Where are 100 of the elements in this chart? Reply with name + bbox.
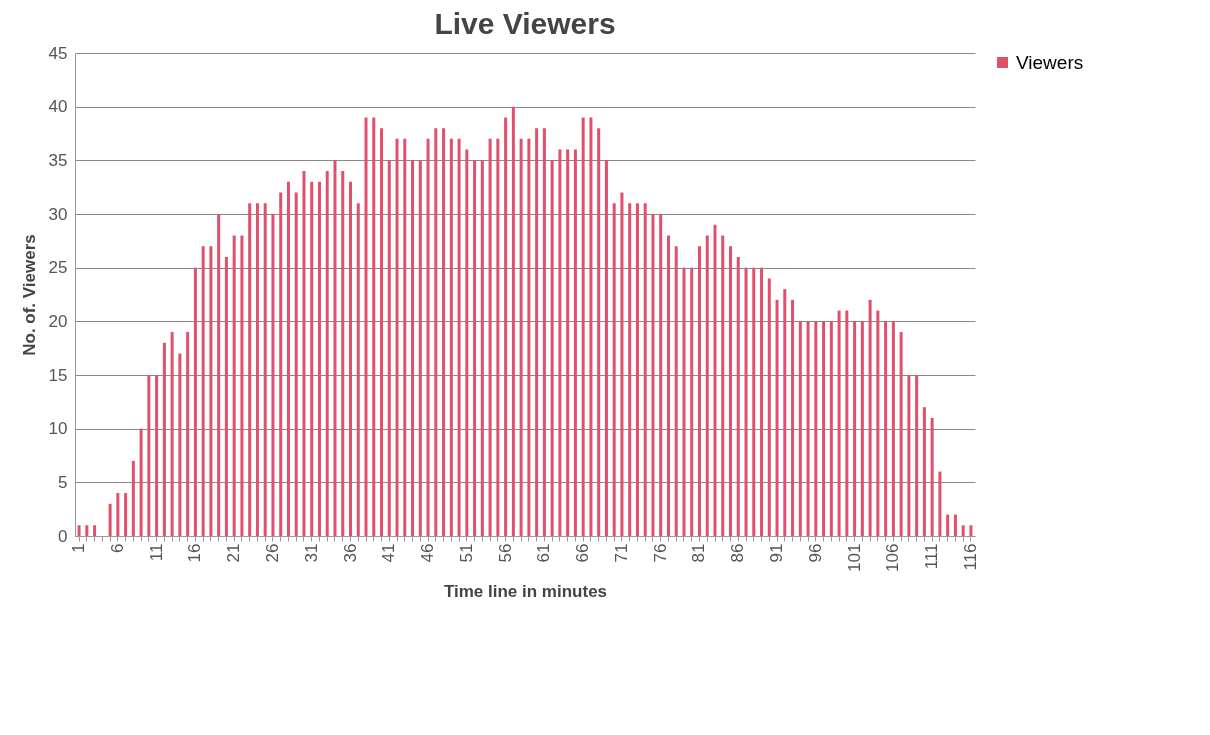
bar (597, 128, 601, 536)
bar (829, 321, 833, 536)
bar (519, 138, 523, 536)
bar (411, 160, 415, 536)
bar (511, 106, 515, 536)
chart-title: Live Viewers (434, 7, 616, 40)
bar (480, 160, 484, 536)
bar (217, 214, 221, 536)
bar (806, 321, 810, 536)
bar (434, 128, 438, 536)
bar (162, 342, 166, 536)
bar (341, 171, 345, 536)
x-tick-label: 16 (185, 543, 205, 563)
bar (85, 525, 89, 536)
bar (752, 267, 756, 536)
bar (884, 321, 888, 536)
bar (868, 299, 872, 536)
bar (876, 310, 880, 536)
bar (209, 246, 213, 536)
bar (697, 246, 701, 536)
bar (915, 375, 919, 536)
x-tick-label: 71 (611, 543, 631, 563)
x-tick-label: 66 (573, 543, 593, 563)
bar (558, 149, 562, 536)
bar (310, 181, 314, 536)
bar (628, 203, 632, 536)
bar (116, 493, 120, 536)
bar (333, 160, 337, 536)
bar (775, 299, 779, 536)
bar (403, 138, 407, 536)
bar (550, 160, 554, 536)
bar (317, 181, 321, 536)
x-tick-label: 111 (922, 543, 942, 570)
bar (124, 493, 128, 536)
bar (224, 256, 228, 536)
bar (178, 353, 182, 536)
bar (488, 138, 492, 536)
x-tick-label: 21 (224, 543, 244, 563)
bar (922, 407, 926, 536)
bar (279, 192, 283, 536)
bar (473, 160, 477, 536)
bar (356, 203, 360, 536)
bar (542, 128, 546, 536)
x-tick-label: 76 (650, 543, 670, 563)
x-tick-label: 106 (883, 543, 903, 572)
bar (713, 224, 717, 536)
bar (449, 138, 453, 536)
bar (589, 117, 593, 536)
y-tick-label: 25 (48, 258, 68, 278)
x-tick-label: 51 (456, 543, 476, 563)
bar (729, 246, 733, 536)
bar (248, 203, 252, 536)
bar (131, 460, 135, 536)
bar (387, 160, 391, 536)
bar (791, 299, 795, 536)
bar (442, 128, 446, 536)
bar (364, 117, 368, 536)
bar (767, 278, 771, 536)
bar (891, 321, 895, 536)
x-axis-title: Time line in minutes (443, 581, 608, 601)
bar (798, 321, 802, 536)
bar (395, 138, 399, 536)
bar (682, 267, 686, 536)
bar (961, 525, 965, 536)
bar (651, 214, 655, 536)
x-tick-label: 11 (146, 543, 166, 562)
bar (271, 214, 275, 536)
bar (263, 203, 267, 536)
y-tick-label: 10 (48, 419, 68, 439)
bar (853, 321, 857, 536)
x-tick-label: 116 (960, 543, 980, 571)
bar (255, 203, 259, 536)
bar (845, 310, 849, 536)
bar (286, 181, 290, 536)
bar (457, 138, 461, 536)
bar (860, 321, 864, 536)
bar (349, 181, 353, 536)
y-tick-label: 15 (48, 365, 68, 385)
bar (302, 171, 306, 536)
bar (504, 117, 508, 536)
bar (139, 428, 143, 536)
bar (186, 332, 190, 536)
x-tick-label: 91 (767, 543, 787, 563)
bar (946, 514, 950, 536)
x-tick-label: 46 (418, 543, 438, 563)
bar (643, 203, 647, 536)
y-tick-label: 45 (48, 43, 68, 63)
bar (380, 128, 384, 536)
legend-label: Viewers (1016, 51, 1084, 73)
bar (721, 235, 725, 536)
x-tick-label: 56 (495, 543, 515, 563)
x-tick-label: 31 (301, 543, 321, 563)
bar (294, 192, 298, 536)
bar (147, 375, 151, 536)
bar (635, 203, 639, 536)
bar (573, 149, 577, 536)
bar (736, 256, 740, 536)
bar (201, 246, 205, 536)
x-tick-label: 101 (844, 543, 864, 572)
bar (418, 160, 422, 536)
